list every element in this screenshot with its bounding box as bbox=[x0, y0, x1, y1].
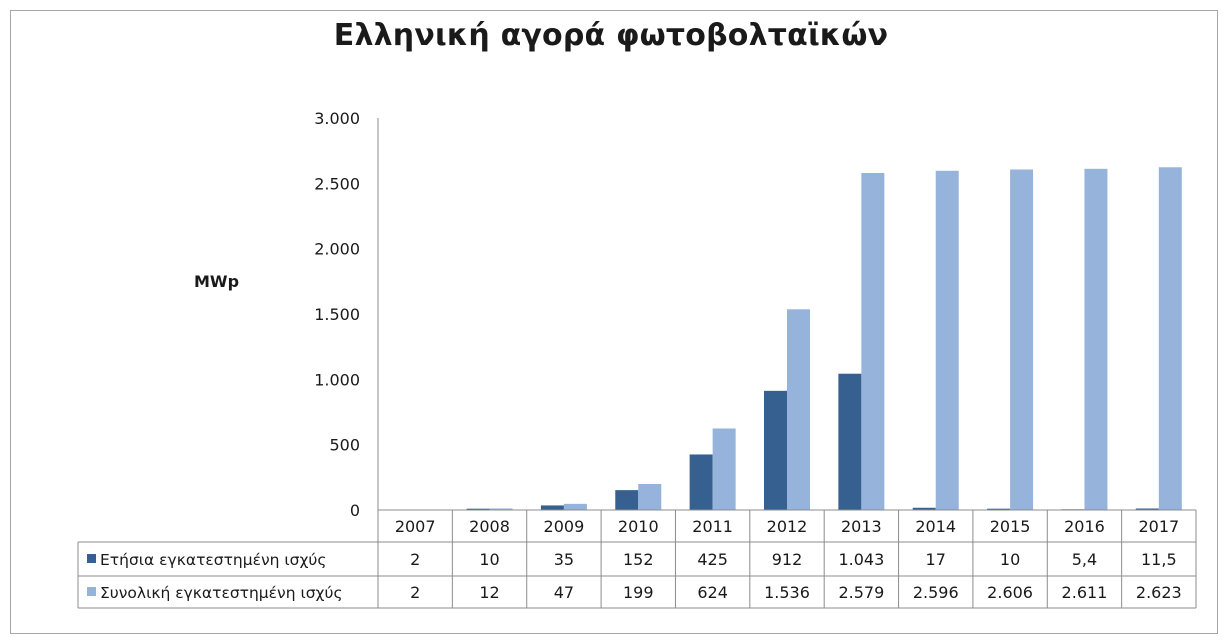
data-label: 35 bbox=[554, 550, 574, 569]
data-label: 2.596 bbox=[913, 583, 959, 602]
x-tick-label: 2011 bbox=[692, 517, 733, 536]
y-tick-label: 2.000 bbox=[314, 240, 360, 259]
y-tick-label: 3.000 bbox=[314, 109, 360, 128]
data-label: 1.043 bbox=[838, 550, 884, 569]
bar-annual bbox=[466, 508, 490, 510]
data-label: 5,4 bbox=[1072, 550, 1097, 569]
legend-key bbox=[87, 554, 96, 563]
bar-annual bbox=[764, 390, 787, 510]
y-axis-label: MWp bbox=[194, 272, 240, 291]
bar-cumulative bbox=[935, 170, 959, 510]
y-tick-label: 1.500 bbox=[314, 305, 360, 324]
data-label: 199 bbox=[623, 583, 654, 602]
bar-cumulative bbox=[787, 309, 810, 510]
data-label: 2 bbox=[410, 583, 420, 602]
x-tick-label: 2009 bbox=[544, 517, 585, 536]
data-label: 17 bbox=[926, 550, 946, 569]
bar-annual bbox=[838, 373, 862, 510]
bar-annual bbox=[615, 490, 639, 510]
y-tick-label: 2.500 bbox=[314, 174, 360, 193]
data-label: 11,5 bbox=[1141, 550, 1177, 569]
x-tick-label: 2013 bbox=[841, 517, 882, 536]
bar-cumulative bbox=[563, 503, 587, 510]
y-tick-label: 500 bbox=[329, 436, 360, 455]
bar-annual bbox=[1135, 508, 1159, 510]
x-tick-label: 2016 bbox=[1064, 517, 1105, 536]
x-tick-label: 2015 bbox=[990, 517, 1031, 536]
bar-cumulative bbox=[489, 508, 513, 510]
legend-label: Ετήσια εγκατεστημένη ισχύς bbox=[100, 551, 327, 569]
data-label: 152 bbox=[623, 550, 654, 569]
data-label: 12 bbox=[479, 583, 499, 602]
y-tick-label: 0 bbox=[350, 501, 360, 520]
data-label: 912 bbox=[772, 550, 803, 569]
data-label: 10 bbox=[1000, 550, 1020, 569]
data-label: 2.606 bbox=[987, 583, 1033, 602]
x-tick-label: 2008 bbox=[469, 517, 510, 536]
bar-cumulative bbox=[1158, 167, 1182, 510]
data-label: 624 bbox=[697, 583, 728, 602]
data-label: 2.623 bbox=[1136, 583, 1182, 602]
data-label: 1.536 bbox=[764, 583, 810, 602]
x-tick-label: 2007 bbox=[395, 517, 436, 536]
bar-cumulative bbox=[1010, 169, 1034, 510]
legend-key bbox=[87, 587, 96, 596]
x-tick-label: 2017 bbox=[1138, 517, 1179, 536]
bar-annual bbox=[689, 454, 713, 510]
data-label: 10 bbox=[479, 550, 499, 569]
bar-cumulative bbox=[638, 483, 662, 510]
bar-annual bbox=[540, 505, 564, 510]
bar-cumulative bbox=[861, 173, 885, 510]
bar-cumulative bbox=[712, 428, 736, 510]
data-label: 47 bbox=[554, 583, 574, 602]
chart-title: Ελληνική αγορά φωτοβολταϊκών bbox=[333, 18, 889, 53]
x-tick-label: 2014 bbox=[915, 517, 956, 536]
data-label: 2.579 bbox=[838, 583, 884, 602]
data-label: 425 bbox=[697, 550, 728, 569]
bar-cumulative bbox=[1084, 168, 1108, 510]
data-label: 2.611 bbox=[1062, 583, 1108, 602]
x-tick-label: 2012 bbox=[767, 517, 808, 536]
legend-label: Συνολική εγκατεστημένη ισχύς bbox=[100, 584, 343, 602]
bar-annual bbox=[987, 508, 1011, 510]
data-label: 2 bbox=[410, 550, 420, 569]
x-tick-label: 2010 bbox=[618, 517, 659, 536]
y-tick-label: 1.000 bbox=[314, 370, 360, 389]
bar-annual bbox=[912, 507, 936, 510]
